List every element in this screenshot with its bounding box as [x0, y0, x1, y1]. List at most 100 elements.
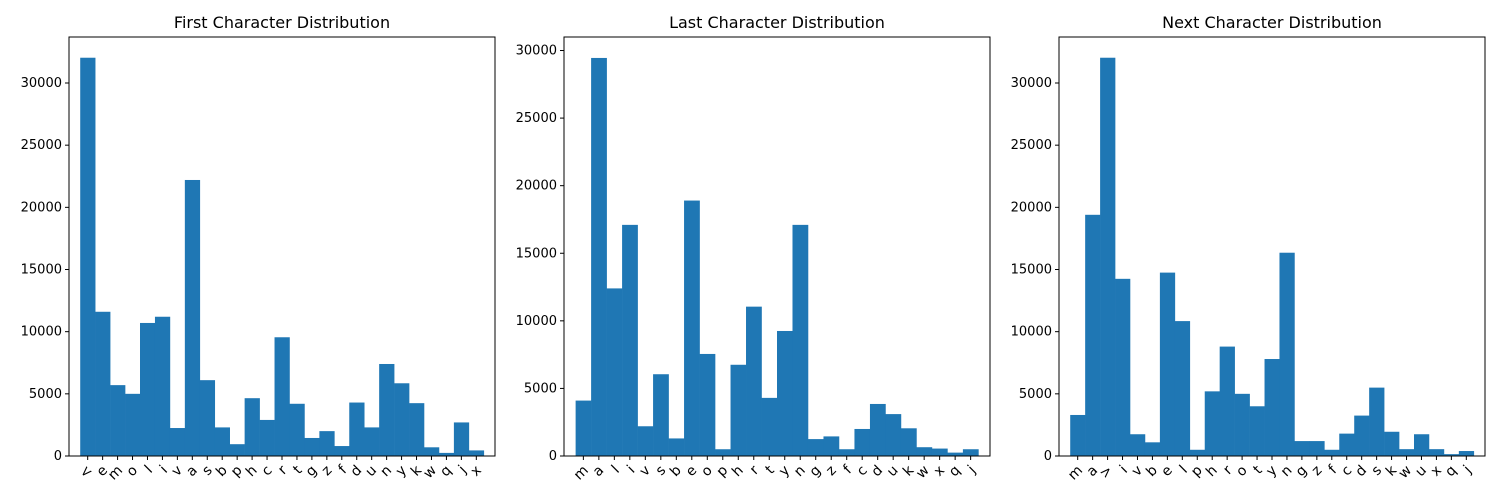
- bar-2-1: [1085, 214, 1101, 456]
- y-tick-label: 15000: [21, 263, 62, 278]
- x-tick-label: m: [571, 463, 592, 484]
- chart-title-first-character: First Character Distribution: [174, 13, 390, 32]
- bar-2-23: [1414, 434, 1430, 456]
- x-tick-label: h: [1203, 463, 1221, 481]
- x-tick-label: j: [1460, 463, 1475, 478]
- bar-0-16: [319, 431, 335, 456]
- y-tick-label: 0: [1044, 449, 1052, 464]
- x-tick-label: w: [1396, 463, 1415, 482]
- x-tick-label: i: [624, 463, 638, 477]
- bar-2-13: [1264, 359, 1280, 456]
- axes-frame: [563, 36, 991, 457]
- x-tick-label: n: [378, 463, 396, 481]
- x-tick-label: c: [1338, 463, 1355, 480]
- x-tick-label: n: [1278, 463, 1296, 481]
- bar-0-5: [154, 316, 171, 456]
- bar-1-5: [653, 374, 669, 456]
- y-tick-label: 10000: [1011, 325, 1052, 340]
- bar-0-18: [349, 402, 365, 456]
- x-tick-label: z: [823, 463, 840, 480]
- y-tick-label: 30000: [516, 44, 557, 59]
- bar-0-15: [304, 437, 320, 456]
- bar-2-3: [1115, 278, 1131, 456]
- bar-2-24: [1428, 449, 1445, 456]
- bar-0-20: [379, 363, 395, 456]
- x-tick-label: w: [421, 463, 440, 482]
- x-tick-label: l: [142, 463, 156, 477]
- x-tick-label: n: [791, 463, 809, 481]
- x-tick-label: b: [213, 462, 231, 480]
- x-tick-label: s: [199, 463, 215, 479]
- bar-2-17: [1324, 449, 1340, 456]
- x-tick-label: d: [348, 463, 366, 481]
- bar-1-12: [761, 397, 778, 456]
- x-tick-label: a: [590, 463, 607, 480]
- x-tick-label: y: [1263, 463, 1280, 480]
- x-tick-label: j: [455, 463, 470, 478]
- bar-0-26: [468, 450, 485, 456]
- bar-2-10: [1219, 346, 1235, 456]
- x-tick-label: j: [964, 463, 979, 478]
- chart-title-last-character: Last Character Distribution: [669, 13, 885, 32]
- bar-1-10: [730, 364, 747, 456]
- bar-2-2: [1100, 57, 1116, 456]
- bar-2-16: [1309, 441, 1325, 456]
- x-tick-label: a: [183, 463, 200, 480]
- bar-1-22: [916, 447, 933, 456]
- bar-1-3: [622, 224, 638, 456]
- bar-1-4: [637, 426, 654, 456]
- x-tick-label: o: [698, 463, 715, 480]
- bar-1-18: [854, 428, 871, 456]
- bar-1-15: [807, 439, 824, 456]
- bar-0-6: [169, 428, 186, 456]
- y-tick-label: 20000: [516, 179, 557, 194]
- bar-0-19: [364, 427, 380, 456]
- x-tick-label: o: [1233, 463, 1250, 480]
- bar-2-22: [1399, 449, 1415, 456]
- bar-0-9: [214, 427, 230, 456]
- bar-2-5: [1144, 442, 1161, 456]
- x-tick-label: v: [169, 463, 186, 480]
- bar-1-11: [746, 306, 762, 456]
- bar-2-21: [1384, 431, 1400, 456]
- bar-1-25: [962, 449, 979, 456]
- bar-0-23: [424, 447, 440, 456]
- y-tick-label: 30000: [1011, 76, 1052, 91]
- bar-2-25: [1443, 454, 1460, 456]
- x-tick-label: f: [840, 462, 856, 478]
- bar-1-8: [699, 353, 716, 456]
- x-tick-label: <: [77, 463, 97, 483]
- x-tick-label: c: [854, 463, 871, 480]
- bar-0-0: [80, 57, 96, 456]
- bar-1-17: [838, 449, 855, 456]
- x-tick-label: z: [319, 463, 336, 480]
- y-tick-label: 0: [54, 449, 62, 464]
- bar-2-12: [1249, 406, 1265, 456]
- y-tick-label: 20000: [1011, 200, 1052, 215]
- bar-2-6: [1159, 272, 1176, 456]
- x-tick-label: l: [609, 463, 623, 477]
- x-tick-label: t: [763, 462, 779, 478]
- bar-1-16: [823, 436, 840, 456]
- bar-1-6: [668, 438, 685, 456]
- x-tick-label: x: [1428, 463, 1445, 480]
- bar-2-14: [1279, 252, 1295, 456]
- x-tick-label: v: [1129, 463, 1146, 480]
- bar-1-0: [575, 400, 592, 456]
- panel-last-character: Last Character Distribution 0 5000 10000 15…: [516, 13, 991, 484]
- bar-0-3: [125, 393, 141, 456]
- y-tick-label: 30000: [21, 76, 62, 91]
- bar-0-25: [453, 422, 470, 456]
- x-tick-label: u: [884, 463, 902, 481]
- bar-1-13: [777, 330, 793, 456]
- x-tick-label: y: [393, 463, 410, 480]
- bar-0-1: [95, 311, 111, 456]
- y-tick-label: 0: [549, 449, 557, 464]
- bar-1-20: [885, 414, 902, 456]
- y-tick-label: 15000: [1011, 263, 1052, 278]
- x-tick-label: h: [243, 463, 261, 481]
- bar-0-14: [289, 403, 305, 456]
- y-tick-label: 15000: [516, 246, 557, 261]
- x-tick-label: d: [1353, 463, 1371, 481]
- y-tick-label: 20000: [21, 200, 62, 215]
